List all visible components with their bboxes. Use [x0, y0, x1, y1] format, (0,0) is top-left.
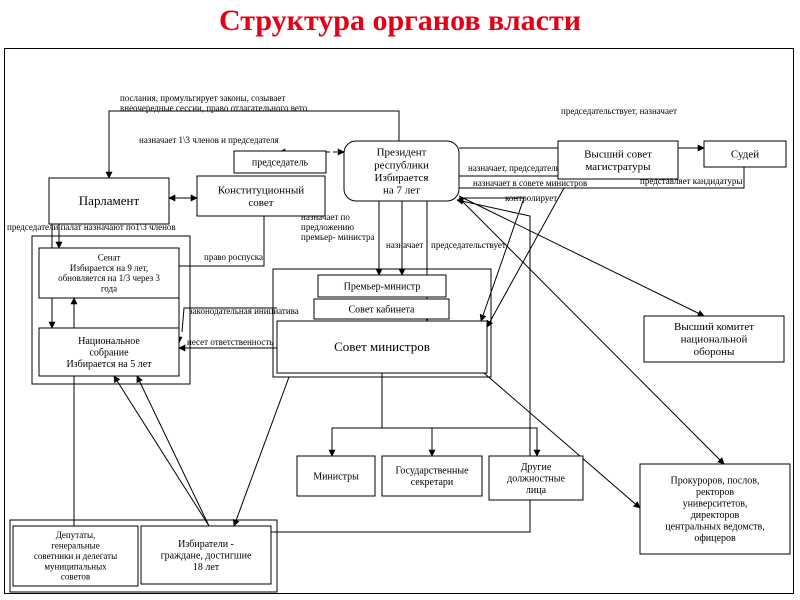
edge: [179, 216, 264, 343]
edge-label: назначает: [386, 240, 423, 250]
node-label-judges: Судей: [731, 149, 759, 161]
node-label-pm: Премьер-министр: [344, 281, 421, 292]
edge: [459, 188, 564, 327]
edge: [382, 373, 537, 456]
node-label-ministers_c: Совет министров: [334, 339, 430, 354]
node-label-cabinet: Совет кабинета: [349, 304, 416, 315]
edge: [459, 196, 704, 316]
node-label-chairman: председатель: [252, 157, 309, 168]
edge: [234, 377, 289, 526]
edge: [137, 376, 209, 526]
node-label-ministers: Министры: [313, 471, 359, 482]
edge-label: контролирует: [505, 193, 557, 203]
edge: [332, 373, 382, 456]
edge-label: председательствует: [431, 240, 506, 250]
edge: [114, 376, 209, 526]
diagram-canvas: послания, промульгирует законы, созывает…: [0, 0, 800, 600]
edge-label: законодательная инициатива: [189, 306, 299, 316]
edge-label: председательствует, назначает: [561, 106, 677, 116]
edge-label: послания, промульгирует законы, созывает…: [120, 93, 308, 113]
node-label-parliament: Парламент: [79, 193, 140, 208]
edge-label: несет ответственность: [187, 337, 273, 347]
node-label-magistracy: Высший советмагистратуры: [584, 148, 652, 173]
edge-label: назначает 1\3 членов и председателя: [139, 135, 279, 145]
edge: [382, 373, 432, 456]
edge-label: право роспуска: [204, 252, 263, 262]
